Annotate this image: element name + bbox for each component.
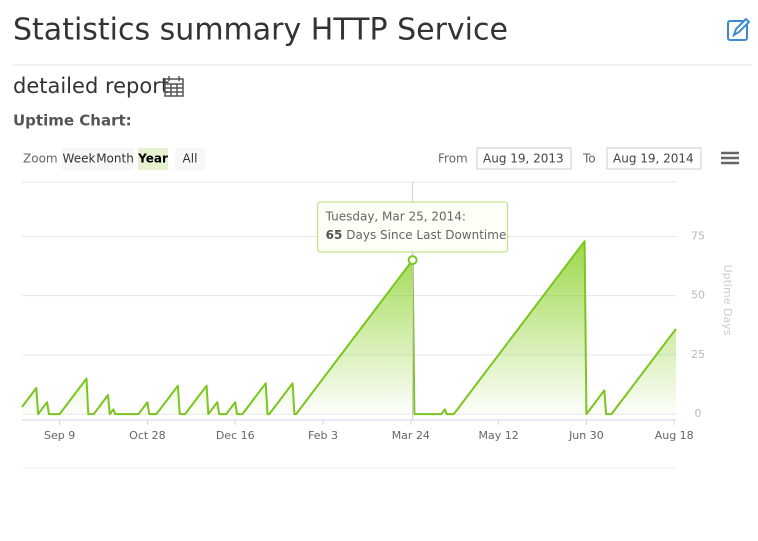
- tooltip-text: Days Since Last Downtime: [346, 228, 506, 242]
- x-tick-label: Feb 3: [308, 429, 338, 442]
- y-axis-title: Uptime Days: [721, 265, 734, 336]
- from-value[interactable]: Aug 19, 2013: [483, 152, 564, 166]
- zoom-button[interactable]: [96, 148, 134, 170]
- y-tick-label: 50: [691, 289, 705, 302]
- to-value[interactable]: Aug 19, 2014: [613, 152, 694, 166]
- hover-marker: [407, 255, 418, 266]
- zoom-button[interactable]: [175, 148, 205, 170]
- tooltip-value: 65: [326, 228, 343, 242]
- zoom-button-label[interactable]: Week: [63, 152, 96, 166]
- zoom-button-label[interactable]: Year: [137, 152, 168, 166]
- from-input[interactable]: [476, 147, 572, 170]
- to-label: To: [582, 152, 596, 166]
- section-title: Uptime Chart:: [13, 112, 132, 130]
- x-tick-label: Mar 24: [392, 429, 430, 442]
- edit-icon[interactable]: [727, 17, 751, 41]
- x-tick-label: Jun 30: [568, 429, 604, 442]
- tooltip: Tuesday, Mar 25, 2014: 65 Days Since Last …: [317, 201, 509, 253]
- zoom-label: Zoom: [23, 152, 58, 166]
- tooltip-box: [317, 201, 509, 253]
- x-tick-label: Oct 28: [129, 429, 166, 442]
- zoom-button[interactable]: [138, 148, 168, 170]
- x-tick-label: Dec 16: [216, 429, 255, 442]
- x-tick-label: Sep 9: [44, 429, 75, 442]
- menu-icon[interactable]: [721, 151, 739, 165]
- zoom-button[interactable]: [62, 148, 96, 170]
- page-title: Statistics summary HTTP Service: [13, 13, 508, 48]
- zoom-button-label[interactable]: All: [183, 152, 198, 166]
- x-tick-label: May 12: [478, 429, 518, 442]
- y-tick-label: 0: [695, 407, 702, 420]
- from-label: From: [438, 152, 468, 166]
- area-fill: [22, 241, 676, 415]
- x-tick-label: Aug 18: [655, 429, 694, 442]
- tooltip-title: Tuesday, Mar 25, 2014:: [325, 210, 466, 224]
- calendar-icon: [164, 76, 184, 97]
- y-tick-label: 25: [691, 348, 705, 361]
- tooltip-body: 65 Days Since Last Downtime: [326, 228, 507, 242]
- series-line: [21, 240, 677, 416]
- y-tick-label: 75: [691, 229, 705, 242]
- subtitle: detailed report: [13, 74, 169, 98]
- zoom-button-label[interactable]: Month: [96, 152, 134, 166]
- to-input[interactable]: [606, 147, 702, 170]
